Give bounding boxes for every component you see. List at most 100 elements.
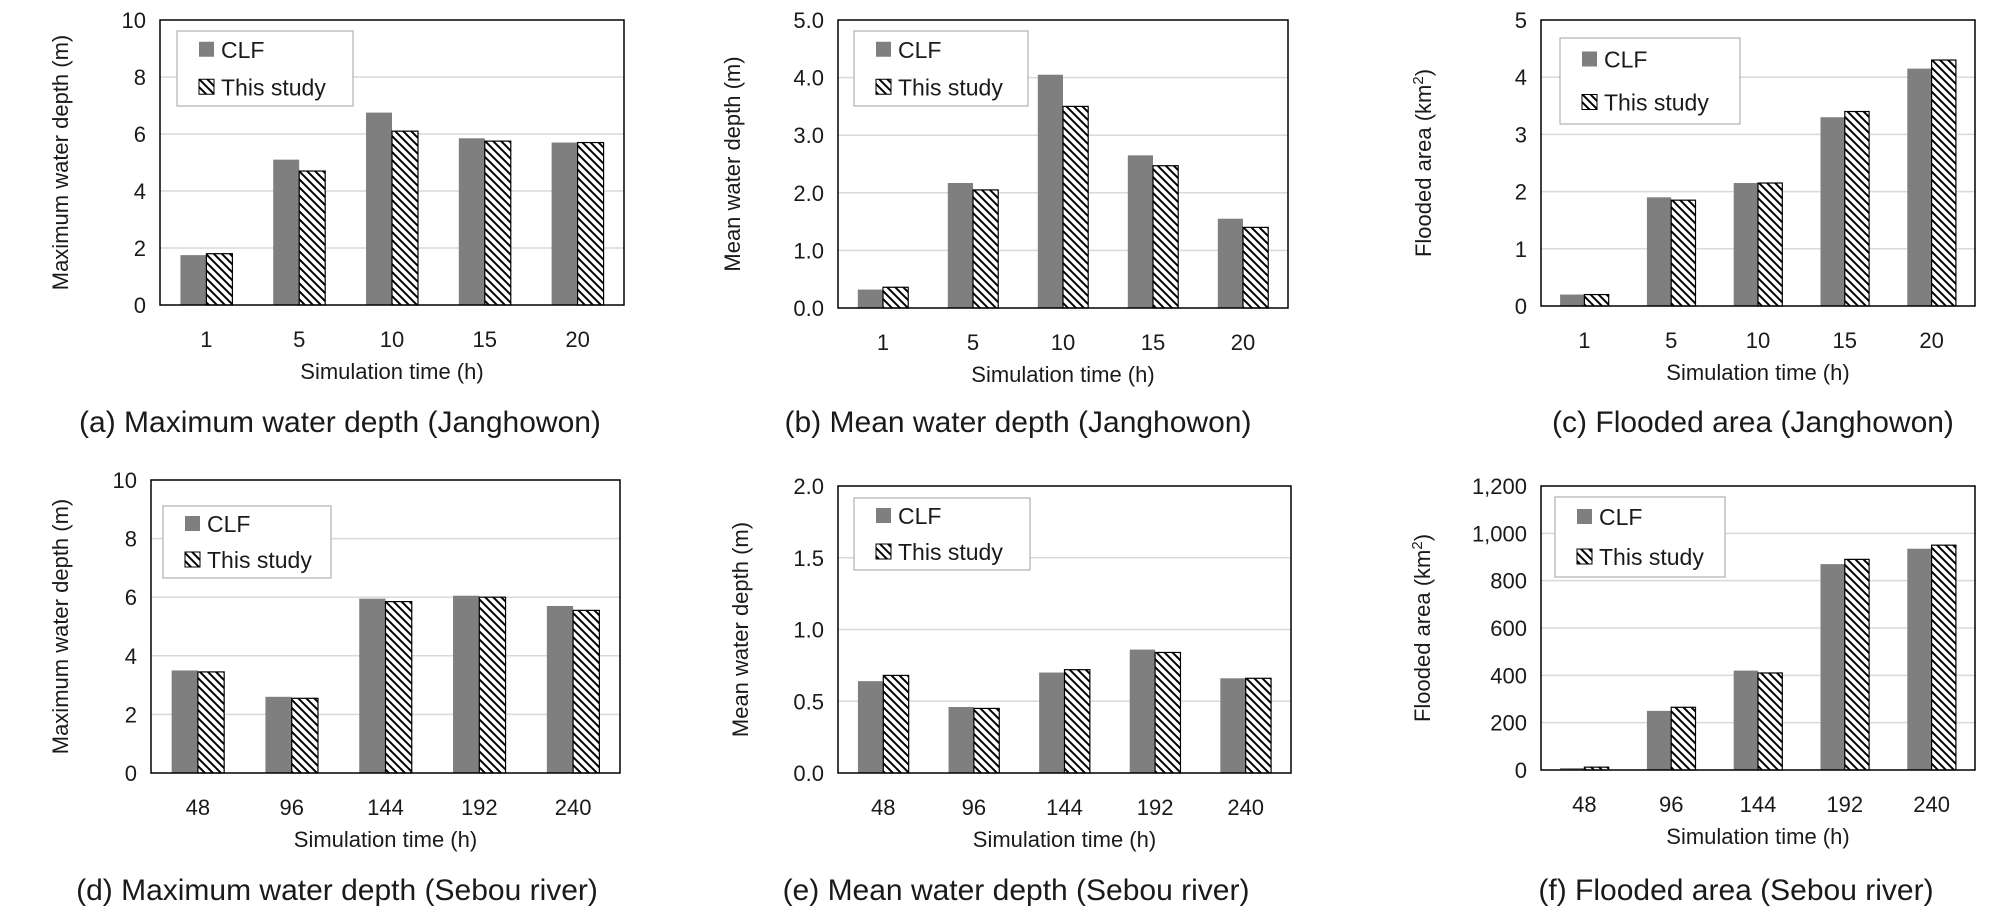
legend-label-clf: CLF [898, 503, 941, 529]
y-tick-label: 1,200 [1472, 474, 1527, 499]
legend-label-this-study: This study [1604, 90, 1709, 116]
legend-swatch-clf [185, 516, 200, 531]
bar-this-study [291, 697, 319, 774]
x-tick-label: 10 [1746, 328, 1770, 353]
legend-label-this-study: This study [221, 74, 326, 100]
y-tick-label: 0.5 [793, 689, 824, 714]
bar-clf [1129, 649, 1156, 773]
y-tick-label: 1,000 [1472, 521, 1527, 546]
plot-area-border [1540, 485, 1976, 771]
x-tick-label: 144 [1046, 795, 1083, 820]
bar-this-study [1242, 226, 1269, 309]
x-tick-label: 1 [200, 327, 212, 352]
legend-label-clf: CLF [221, 37, 264, 63]
legend-swatch-clf [1582, 51, 1597, 67]
plot-area-border [837, 19, 1289, 309]
panel-caption: (d) Maximum water depth (Sebou river) [76, 874, 598, 907]
x-tick-label: 10 [380, 327, 404, 352]
bar-this-study [882, 286, 909, 309]
x-axis-title: Simulation time (h) [300, 359, 483, 384]
x-tick-label: 20 [1231, 330, 1255, 355]
bar-this-study [1670, 706, 1697, 771]
y-axis-title-superscript: 2 [1409, 541, 1426, 549]
y-tick-label: 2 [125, 702, 137, 727]
x-tick-label: 5 [293, 327, 305, 352]
y-tick-label: 2.0 [793, 474, 824, 499]
bar-this-study [1583, 293, 1610, 307]
bar-clf [857, 681, 884, 773]
legend-label-clf: CLF [898, 37, 941, 63]
legend-swatch-this-study [1581, 94, 1598, 110]
x-tick-label: 192 [1137, 795, 1174, 820]
panel-caption: (f) Flooded area (Sebou river) [1538, 874, 1933, 907]
bar-clf [1646, 197, 1672, 306]
legend-swatch-this-study [184, 551, 201, 568]
x-tick-label: 10 [1051, 330, 1075, 355]
y-tick-label: 10 [113, 468, 137, 493]
legend-label-clf: CLF [1604, 47, 1647, 73]
bar-clf [453, 595, 480, 773]
y-tick-label: 0 [134, 293, 146, 318]
x-axis-title: Simulation time (h) [1666, 824, 1849, 849]
y-axis-title: Mean water depth (m) [728, 522, 753, 737]
bar-clf [1907, 548, 1932, 770]
legend-swatch-clf [876, 508, 891, 523]
y-tick-label: 8 [134, 65, 146, 90]
y-axis-title: Mean water depth (m) [720, 56, 745, 271]
y-tick-label: 1.0 [793, 618, 824, 643]
y-axis-title: Maximum water depth (m) [48, 35, 73, 291]
bar-clf [265, 696, 292, 773]
bar-clf [1733, 670, 1758, 770]
y-axis-title-suffix: ) [1410, 534, 1435, 541]
legend-label-clf: CLF [207, 511, 250, 537]
y-axis-title-text: Mean water depth (m) [728, 522, 753, 737]
bar-this-study [1930, 544, 1957, 771]
x-tick-label: 96 [279, 795, 303, 820]
panel-caption: (c) Flooded area (Janghowon) [1552, 406, 1954, 439]
y-tick-label: 0 [1515, 758, 1527, 783]
x-tick-label: 192 [461, 795, 498, 820]
bar-clf [551, 142, 578, 305]
legend-swatch-this-study [198, 78, 215, 95]
y-tick-label: 200 [1490, 711, 1527, 736]
x-tick-label: 96 [1659, 792, 1683, 817]
bar-this-study [1670, 199, 1697, 307]
bar-clf [1560, 768, 1585, 770]
bar-this-study [1757, 672, 1783, 771]
legend-swatch-this-study [1576, 548, 1593, 565]
bar-clf [180, 255, 207, 305]
panel-caption: (e) Mean water depth (Sebou river) [783, 874, 1250, 907]
bar-clf [947, 183, 973, 308]
bar-this-study [197, 671, 225, 774]
y-tick-label: 1 [1515, 237, 1527, 262]
y-tick-label: 600 [1490, 616, 1527, 641]
x-tick-label: 144 [1740, 792, 1777, 817]
bar-clf [1560, 294, 1585, 306]
bar-clf [546, 605, 574, 773]
bar-this-study [572, 609, 600, 774]
legend-swatch-this-study [875, 78, 892, 95]
panel-caption: (b) Mean water depth (Janghowon) [785, 406, 1252, 439]
y-axis-title: Flooded area (km2) [1410, 69, 1436, 257]
bar-this-study [391, 130, 419, 306]
x-tick-label: 240 [1913, 792, 1950, 817]
x-tick-label: 48 [1572, 792, 1596, 817]
x-tick-label: 1 [877, 330, 889, 355]
y-tick-label: 4 [134, 179, 146, 204]
y-tick-label: 800 [1490, 569, 1527, 594]
x-tick-label: 20 [565, 327, 589, 352]
y-tick-label: 6 [125, 585, 137, 610]
y-axis-title-text: Flooded area (km [1411, 85, 1436, 257]
y-tick-label: 2 [1515, 180, 1527, 205]
chart-panel-e: 0.0 0.5 1.0 1.5 2.0 48 96 144 192 240 Simulation t… [728, 474, 1292, 907]
chart-panel-f: 0 200 400 600 800 1,000 1,200 48 96 144 192 240 Simu… [1409, 474, 1976, 907]
bar-this-study [1245, 677, 1272, 774]
y-tick-label: 2 [134, 236, 146, 261]
bar-this-study [1844, 558, 1870, 771]
bar-this-study [972, 189, 999, 309]
bar-this-study [478, 596, 507, 774]
x-tick-label: 96 [962, 795, 986, 820]
bar-this-study [973, 707, 1000, 774]
